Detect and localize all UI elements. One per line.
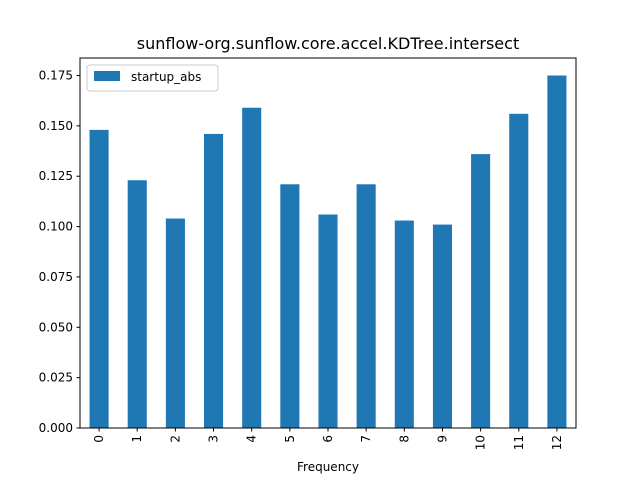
- x-tick-label: 1: [130, 435, 144, 443]
- x-tick-label: 9: [435, 435, 449, 443]
- x-tick-label: 6: [321, 435, 335, 443]
- x-axis: 0 1 2 3 4 5 6 7 8 9 10 11 12: [92, 428, 564, 450]
- x-tick-label: 2: [168, 435, 182, 443]
- bar-6: [318, 214, 338, 428]
- legend-swatch: [94, 71, 120, 81]
- plot-frame: [79, 57, 577, 429]
- bar-8: [394, 220, 414, 428]
- bar-7: [356, 184, 376, 428]
- bar-4: [242, 107, 262, 429]
- y-axis: 0.000 0.025 0.050 0.075 0.100 0.125 0.150 0.175: [39, 69, 80, 435]
- x-tick-label: 4: [245, 435, 259, 443]
- y-tick-label: 0.075: [39, 270, 73, 284]
- y-tick-label: 0.050: [39, 320, 73, 334]
- y-tick-label: 0.150: [39, 119, 73, 133]
- y-tick-label: 0.000: [39, 421, 73, 435]
- bar-11: [509, 113, 529, 428]
- chart-title: sunflow-org.sunflow.core.accel.KDTree.in…: [137, 34, 519, 53]
- bar-2: [165, 218, 185, 428]
- x-tick-label: 11: [512, 435, 526, 450]
- y-tick-label: 0.100: [39, 220, 73, 234]
- bar-5: [280, 184, 300, 428]
- x-tick-label: 5: [283, 435, 297, 443]
- legend: startup_abs: [86, 64, 219, 92]
- x-tick-label: 12: [550, 435, 564, 450]
- bar-3: [204, 133, 224, 428]
- y-tick-label: 0.175: [39, 69, 73, 83]
- x-tick-label: 10: [474, 435, 488, 450]
- y-tick-label: 0.125: [39, 169, 73, 183]
- legend-label: startup_abs: [131, 70, 201, 84]
- x-tick-label: 8: [397, 435, 411, 443]
- x-tick-label: 3: [207, 435, 221, 443]
- x-tick-label: 7: [359, 435, 373, 443]
- y-tick-label: 0.025: [39, 371, 73, 385]
- bar-1: [127, 180, 147, 428]
- bar-12: [547, 75, 567, 428]
- bar-0: [89, 129, 109, 428]
- bars-group: [89, 75, 567, 429]
- bar-10: [471, 154, 491, 428]
- x-tick-label: 0: [92, 435, 106, 443]
- x-axis-label: Frequency: [297, 460, 359, 474]
- bar-9: [432, 224, 452, 428]
